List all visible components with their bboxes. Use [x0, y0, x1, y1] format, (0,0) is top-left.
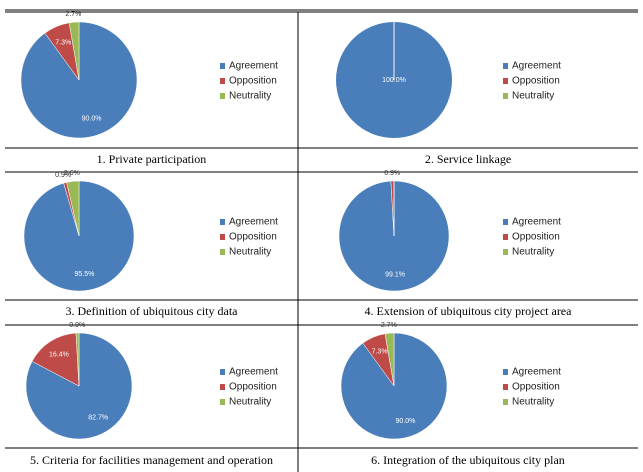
- value-label: 16.4%: [49, 352, 69, 359]
- legend-label: Neutrality: [229, 397, 271, 408]
- legend-marker: [220, 234, 225, 240]
- legend-marker: [503, 399, 508, 405]
- value-label: 90.0%: [82, 115, 102, 122]
- legend-label: Opposition: [229, 382, 277, 393]
- legend-marker: [220, 93, 225, 99]
- legend-label: Opposition: [229, 76, 277, 87]
- value-label: 99.1%: [385, 271, 405, 278]
- legend-label: Agreement: [229, 217, 278, 228]
- legend-label: Opposition: [229, 232, 277, 243]
- legend-marker: [503, 249, 508, 255]
- legend-label: Opposition: [512, 232, 560, 243]
- value-label: 0.9%: [384, 170, 400, 177]
- legend-marker: [220, 384, 225, 390]
- value-label: 2.7%: [65, 11, 81, 18]
- caption: 4. Extension of ubiquitous city project …: [365, 304, 573, 318]
- pie-slice: [75, 332, 80, 387]
- legend-marker: [220, 249, 225, 255]
- legend-label: Opposition: [512, 76, 560, 87]
- value-label: 2.7%: [381, 322, 397, 329]
- pie-slice: [66, 180, 80, 237]
- legend-marker: [503, 93, 508, 99]
- legend-marker: [503, 219, 508, 225]
- legend-marker: [503, 234, 508, 240]
- legend-label: Neutrality: [512, 397, 554, 408]
- value-label: 3.6%: [64, 170, 80, 177]
- value-label: 82.7%: [88, 415, 108, 422]
- pie-slice: [68, 21, 80, 81]
- value-label: 100.0%: [382, 77, 406, 84]
- value-label: 7.3%: [55, 39, 71, 46]
- legend-label: Agreement: [229, 61, 278, 72]
- value-label: 7.3%: [372, 349, 388, 356]
- legend-marker: [220, 399, 225, 405]
- value-label: 0.9%: [55, 172, 71, 179]
- legend-label: Agreement: [512, 217, 561, 228]
- legend-label: Neutrality: [229, 91, 271, 102]
- legend-label: Opposition: [512, 382, 560, 393]
- caption: 3. Definition of ubiquitous city data: [66, 304, 239, 318]
- legend-label: Agreement: [229, 367, 278, 378]
- legend-marker: [503, 369, 508, 375]
- value-label: 90.0%: [396, 418, 416, 425]
- legend-marker: [220, 219, 225, 225]
- legend-label: Neutrality: [512, 91, 554, 102]
- legend-label: Agreement: [512, 367, 561, 378]
- caption: 1. Private participation: [97, 152, 207, 166]
- pie-slice: [384, 332, 395, 387]
- caption: 6. Integration of the ubiquitous city pl…: [371, 453, 565, 467]
- pie-slice: [31, 332, 80, 387]
- legend-label: Neutrality: [512, 247, 554, 258]
- caption: 5. Criteria for facilities management an…: [30, 453, 273, 467]
- caption: 2. Service linkage: [425, 152, 511, 166]
- value-label: 95.5%: [74, 271, 94, 278]
- legend-marker: [220, 369, 225, 375]
- legend-marker: [220, 78, 225, 84]
- legend-marker: [220, 63, 225, 69]
- legend-marker: [503, 63, 508, 69]
- legend-marker: [503, 78, 508, 84]
- legend-marker: [503, 384, 508, 390]
- legend-label: Agreement: [512, 61, 561, 72]
- value-label: 0.9%: [69, 322, 85, 329]
- legend-label: Neutrality: [229, 247, 271, 258]
